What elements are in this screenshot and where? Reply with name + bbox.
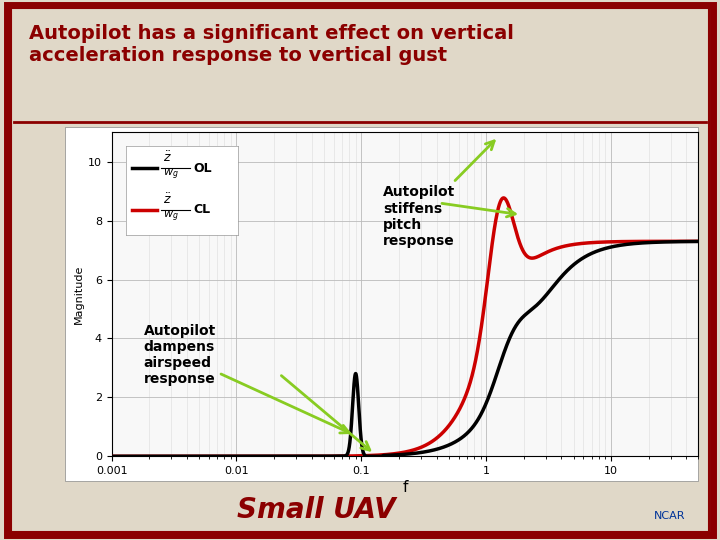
X-axis label: f: f xyxy=(402,480,408,495)
Text: Small UAV: Small UAV xyxy=(238,496,396,524)
Text: $\ddot{z}$: $\ddot{z}$ xyxy=(163,192,171,206)
Text: NCAR: NCAR xyxy=(654,511,685,521)
Y-axis label: Magnitude: Magnitude xyxy=(73,265,84,324)
Text: $w_g$: $w_g$ xyxy=(163,210,179,224)
Text: Autopilot
stiffens
pitch
response: Autopilot stiffens pitch response xyxy=(383,141,494,248)
Text: $w_g$: $w_g$ xyxy=(163,168,179,183)
Bar xyxy=(65,127,698,481)
Text: $\ddot{z}$: $\ddot{z}$ xyxy=(163,150,171,165)
Text: Autopilot
dampens
airspeed
response: Autopilot dampens airspeed response xyxy=(143,324,349,433)
Text: Autopilot has a significant effect on vertical
acceleration response to vertical: Autopilot has a significant effect on ve… xyxy=(29,24,513,65)
Text: OL: OL xyxy=(193,161,212,174)
Text: CL: CL xyxy=(193,204,210,217)
